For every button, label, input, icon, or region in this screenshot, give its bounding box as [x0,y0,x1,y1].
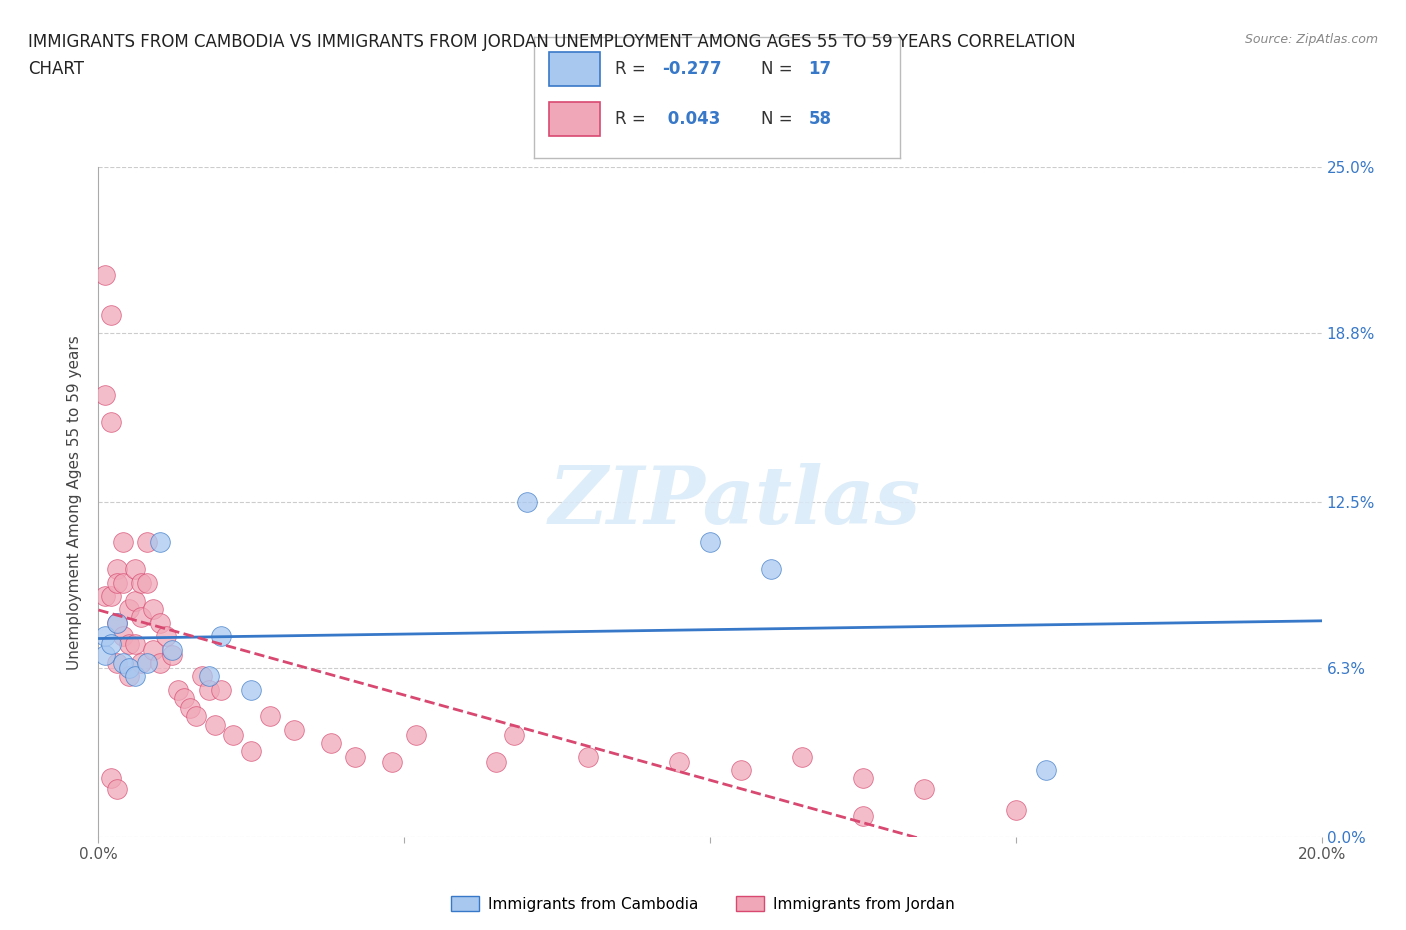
Point [100,771,122,786]
Point [576,750,599,764]
Point [142,642,165,657]
Point [912,781,935,796]
Point [852,771,875,786]
Point [503,728,526,743]
Point [204,717,226,732]
Point [111,575,134,590]
Point [105,562,128,577]
Point [93,589,115,604]
Point [197,669,219,684]
Point [173,690,195,705]
Point [136,535,159,550]
Point [699,535,721,550]
Point [179,701,201,716]
Point [124,562,146,577]
Point [852,808,875,823]
Point [100,637,122,652]
Point [240,683,263,698]
Point [118,602,141,617]
Text: 0.043: 0.043 [662,111,721,128]
Point [118,661,141,676]
Point [93,629,115,644]
Point [516,495,538,510]
Point [149,616,172,631]
Legend: Immigrants from Cambodia, Immigrants from Jordan: Immigrants from Cambodia, Immigrants fro… [446,889,960,918]
Point [209,683,232,698]
Point [129,610,152,625]
Point [167,683,190,698]
Text: N =: N = [761,60,797,77]
Point [149,656,172,671]
Point [319,736,342,751]
FancyBboxPatch shape [548,102,600,137]
Point [142,602,165,617]
Point [124,594,146,609]
Point [105,616,128,631]
Text: -0.277: -0.277 [662,60,721,77]
Point [105,781,128,796]
Text: R =: R = [614,60,651,77]
Point [405,728,427,743]
Point [209,629,232,644]
Point [93,267,115,282]
Text: N =: N = [761,111,797,128]
Point [105,575,128,590]
Y-axis label: Unemployment Among Ages 55 to 59 years: Unemployment Among Ages 55 to 59 years [67,335,83,670]
Text: ZIPatlas: ZIPatlas [548,463,921,541]
Point [111,535,134,550]
Point [100,415,122,430]
Point [93,647,115,662]
Point [1004,803,1026,817]
Point [344,750,367,764]
Point [259,709,281,724]
Text: 58: 58 [808,111,831,128]
Point [197,683,219,698]
Point [111,656,134,671]
Point [485,754,508,769]
FancyBboxPatch shape [548,52,600,86]
Point [186,709,208,724]
Point [136,575,159,590]
Point [160,642,183,657]
Point [730,763,752,777]
Point [105,656,128,671]
Point [129,575,152,590]
Point [191,669,214,684]
Text: CHART: CHART [28,60,84,78]
Text: IMMIGRANTS FROM CAMBODIA VS IMMIGRANTS FROM JORDAN UNEMPLOYMENT AMONG AGES 55 TO: IMMIGRANTS FROM CAMBODIA VS IMMIGRANTS F… [28,33,1076,50]
Point [111,629,134,644]
Point [124,669,146,684]
Point [790,750,813,764]
Point [240,744,263,759]
Point [93,388,115,403]
Point [160,647,183,662]
Point [155,629,177,644]
Point [759,562,782,577]
Text: R =: R = [614,111,651,128]
Point [136,656,159,671]
Text: Source: ZipAtlas.com: Source: ZipAtlas.com [1244,33,1378,46]
Point [1035,763,1057,777]
Point [222,728,245,743]
Point [149,535,172,550]
Point [100,307,122,322]
Point [124,637,146,652]
Point [118,637,141,652]
Point [100,589,122,604]
Point [668,754,690,769]
Point [118,669,141,684]
Point [105,616,128,631]
Point [129,656,152,671]
Point [381,754,404,769]
Text: 17: 17 [808,60,831,77]
Point [283,723,305,737]
